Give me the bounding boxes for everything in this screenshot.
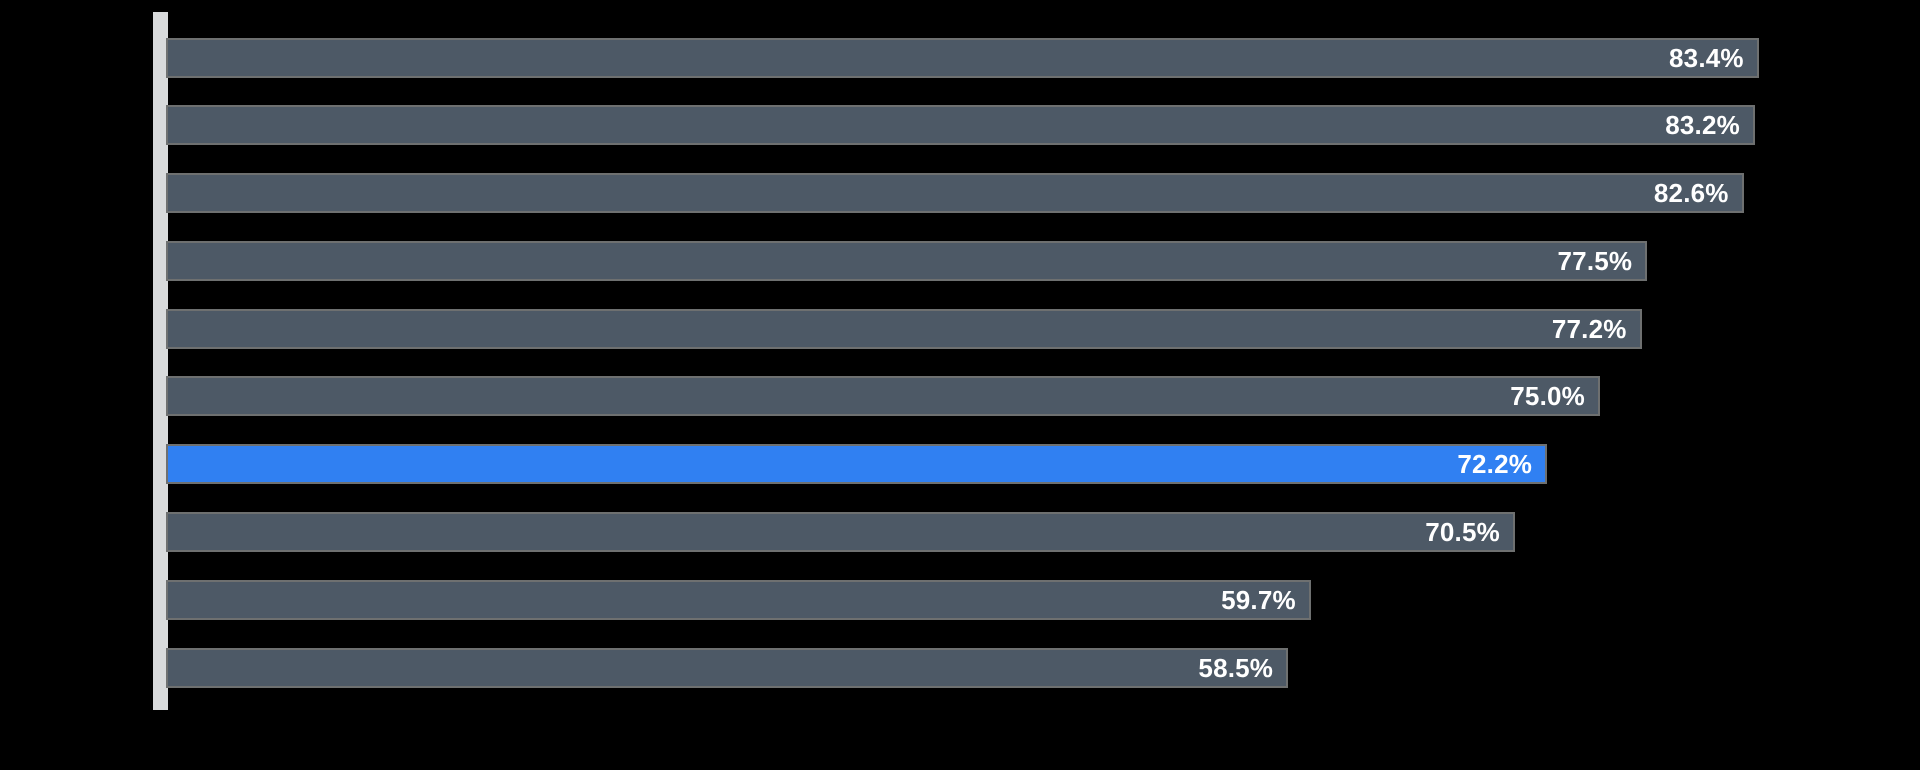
bar-value-label: 83.4%: [1669, 42, 1744, 73]
bar-value-label: 77.2%: [1551, 313, 1627, 344]
bar: 83.2%: [165, 105, 1755, 146]
bar: 77.5%: [165, 240, 1648, 281]
bar-value-label: 77.5%: [1557, 245, 1633, 276]
bar: 70.5%: [165, 512, 1515, 553]
bar-value-label: 82.6%: [1653, 178, 1729, 209]
bar-group: 83.4% 83.2% 82.6% 77.5% 77.2% 75.0% 72.2…: [165, 37, 1759, 688]
bar: 58.5%: [165, 647, 1289, 688]
bar: 83.4%: [165, 37, 1759, 78]
bar: 72.2%: [165, 444, 1548, 485]
bar: 59.7%: [165, 579, 1311, 620]
bar-value-label: 75.0%: [1510, 381, 1585, 412]
bar-value-label: 70.5%: [1425, 517, 1500, 548]
bar-value-label: 59.7%: [1221, 584, 1296, 615]
bar: 82.6%: [165, 173, 1744, 214]
bar-value-label: 58.5%: [1198, 652, 1274, 683]
bar-value-label: 83.2%: [1665, 110, 1740, 141]
bar-value-label: 72.2%: [1457, 449, 1533, 480]
bar: 77.2%: [165, 308, 1642, 349]
bar: 75.0%: [165, 376, 1600, 417]
y-axis-baseline: [153, 12, 168, 710]
